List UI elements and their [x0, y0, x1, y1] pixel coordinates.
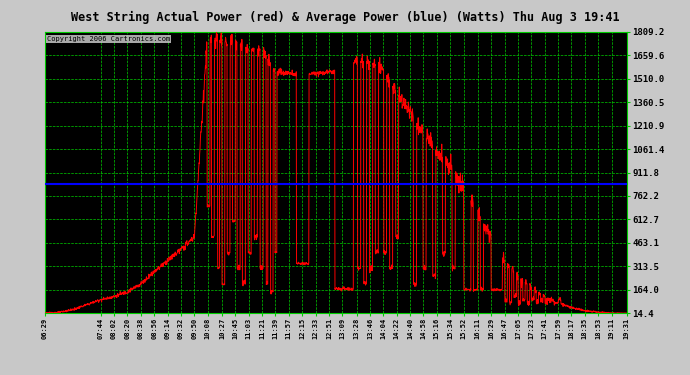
Text: West String Actual Power (red) & Average Power (blue) (Watts) Thu Aug 3 19:41: West String Actual Power (red) & Average…: [70, 11, 620, 24]
Text: Copyright 2006 Cartronics.com: Copyright 2006 Cartronics.com: [47, 36, 170, 42]
